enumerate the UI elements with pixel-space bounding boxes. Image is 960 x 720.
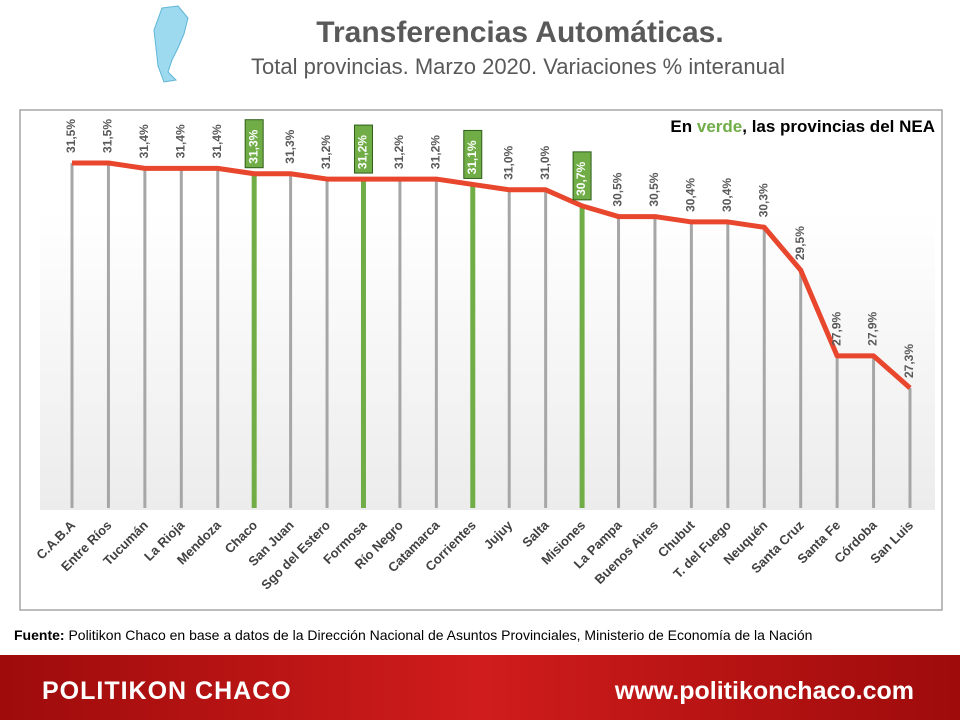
value-label: 31,5% (101, 119, 115, 153)
source-text: Politikon Chaco en base a datos de la Di… (64, 627, 813, 643)
source-label: Fuente: (14, 627, 65, 643)
value-label: 31,4% (210, 124, 224, 158)
chart-title: Transferencias Automáticas. (316, 16, 723, 49)
value-label: 31,2% (392, 135, 406, 169)
annotation-text: , las provincias del NEA (742, 117, 935, 136)
value-label: 30,4% (684, 178, 698, 212)
value-label: 31,3% (283, 129, 297, 163)
value-label: 31,0% (538, 145, 552, 179)
footer-url: www.politikonchaco.com (614, 677, 914, 705)
value-label: 31,3% (246, 129, 260, 163)
value-label: 31,0% (501, 145, 515, 179)
value-label: 30,5% (611, 172, 625, 206)
value-label: 30,4% (720, 178, 734, 212)
label-box (463, 129, 483, 179)
value-label: 31,5% (64, 119, 78, 153)
annotation-highlight: verde (696, 117, 743, 136)
value-label: 27,9% (866, 312, 880, 346)
value-label: 31,2% (429, 135, 443, 169)
value-label: 30,5% (647, 172, 661, 206)
footer-band (0, 655, 960, 720)
label-box (353, 124, 373, 174)
label-box (244, 119, 264, 169)
annotation-text: En (670, 117, 697, 136)
value-label: 31,4% (173, 124, 187, 158)
value-label: 27,9% (829, 312, 843, 346)
value-label: 29,5% (793, 226, 807, 260)
plot-background (40, 210, 935, 510)
value-label: 31,4% (137, 124, 151, 158)
label-box (572, 151, 592, 201)
annotation: En verde, las provincias del NEA (600, 117, 935, 137)
footer-brand: POLITIKON CHACO (42, 677, 292, 705)
value-label: 30,3% (756, 183, 770, 217)
chart-subtitle: Total provincias. Marzo 2020. Variacione… (251, 54, 785, 79)
data-line (72, 160, 912, 390)
value-label: 31,1% (465, 140, 479, 174)
value-label: 31,2% (356, 135, 370, 169)
value-label: 27,3% (902, 344, 916, 378)
value-label: 30,7% (574, 162, 588, 196)
map-icon (153, 5, 189, 83)
source: Fuente: Politikon Chaco en base a datos … (14, 627, 812, 643)
value-label: 31,2% (319, 135, 333, 169)
